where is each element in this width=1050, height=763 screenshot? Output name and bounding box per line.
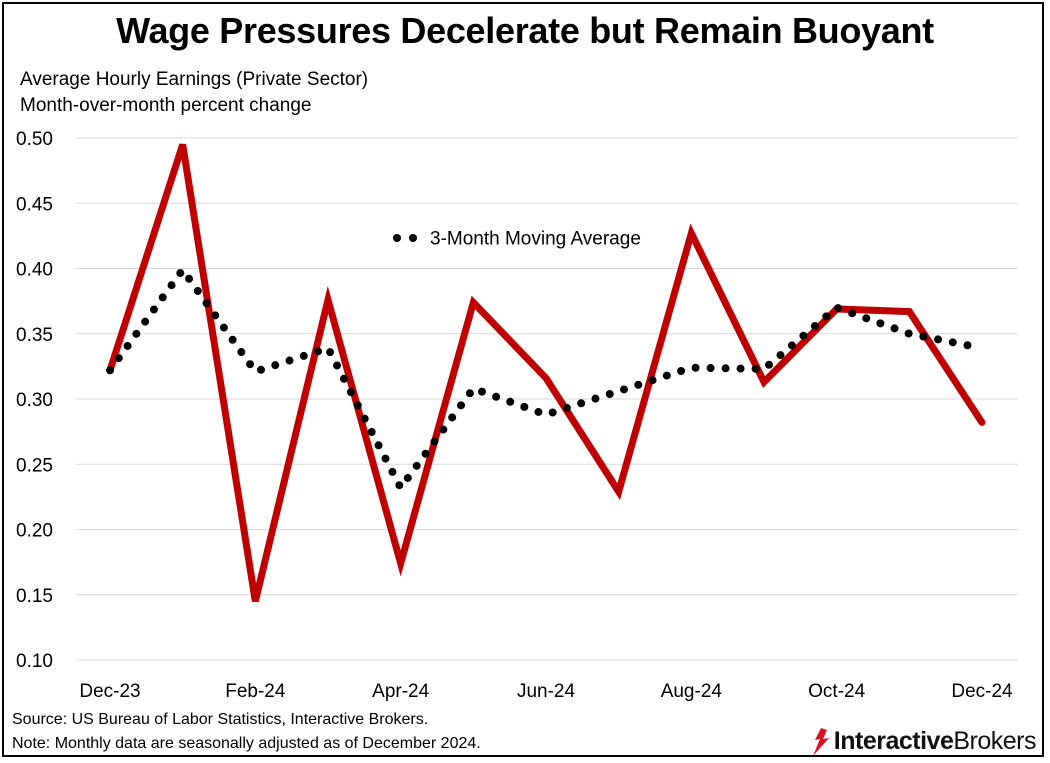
interactive-brokers-logo: Interactive Brokers: [811, 727, 1036, 756]
chart-subtitle-series: Average Hourly Earnings (Private Sector): [20, 69, 369, 90]
y-tick-label: 0.10: [16, 651, 53, 672]
y-tick-label: 0.45: [16, 194, 53, 215]
x-tick-label: Aug-24: [661, 681, 723, 702]
chart-subtitle-units: Month-over-month percent change: [20, 95, 312, 116]
y-axis-ticks: 0.50 0.45 0.40 0.35 0.30 0.25 0.20 0.15 0.10: [16, 129, 53, 672]
y-tick-label: 0.35: [16, 325, 53, 346]
x-tick-label: Dec-24: [951, 681, 1013, 702]
x-tick-label: Jun-24: [517, 681, 576, 702]
x-tick-label: Apr-24: [372, 681, 429, 702]
earnings-series: [106, 143, 986, 603]
moving-average-series: [106, 265, 986, 492]
logo-text-bold: Interactive: [833, 727, 954, 755]
x-tick-label: Oct-24: [808, 681, 865, 702]
legend-label-moving-average: 3-Month Moving Average: [430, 229, 641, 250]
y-tick-label: 0.15: [16, 586, 53, 607]
earnings-line: [106, 143, 986, 603]
y-tick-label: 0.40: [16, 260, 53, 281]
x-tick-label: Dec-23: [79, 681, 140, 702]
footnote-source: Source: US Bureau of Labor Statistics, I…: [12, 711, 429, 728]
y-tick-label: 0.20: [16, 521, 53, 542]
interactive-brokers-logo-icon: [812, 727, 829, 756]
logo-text-regular: Brokers: [953, 727, 1036, 755]
gridlines: [76, 137, 1018, 661]
x-axis-ticks: Dec-23 Feb-24 Apr-24 Jun-24 Aug-24 Oct-24 Dec-…: [79, 681, 1013, 702]
legend: 3-Month Moving Average: [393, 229, 641, 250]
y-tick-label: 0.50: [16, 129, 53, 150]
legend-dot: [409, 234, 417, 242]
chart-title: Wage Pressures Decelerate but Remain Buo…: [116, 10, 934, 51]
y-tick-label: 0.25: [16, 455, 53, 476]
y-tick-label: 0.30: [16, 390, 53, 411]
moving-average-line: [106, 265, 986, 492]
legend-dot: [393, 234, 401, 242]
x-tick-label: Feb-24: [225, 681, 286, 702]
footnote-note: Note: Monthly data are seasonally adjust…: [12, 735, 481, 752]
